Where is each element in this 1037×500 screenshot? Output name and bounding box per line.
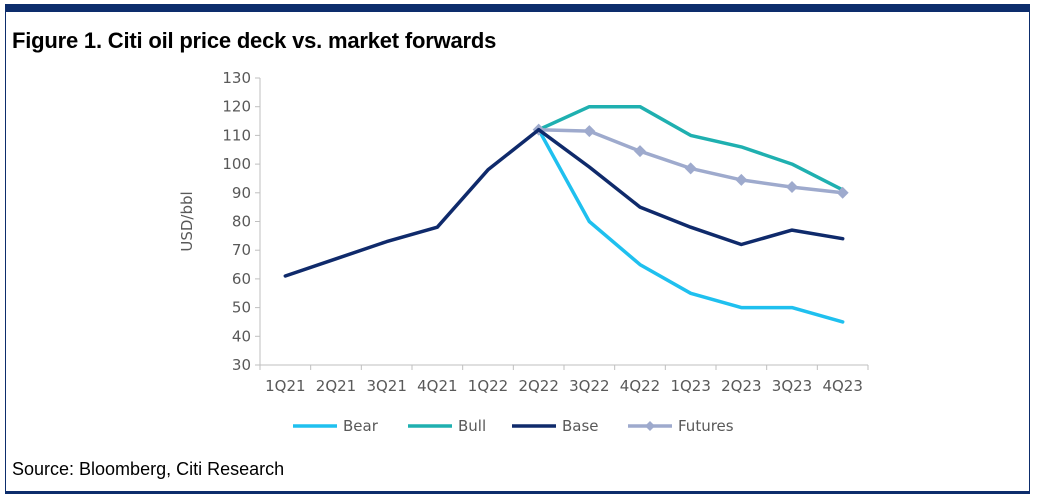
futures-data-point [786, 181, 798, 194]
x-tick-label: 3Q22 [569, 377, 609, 395]
x-tick-label: 2Q23 [721, 377, 761, 395]
x-tick-label: 1Q22 [468, 377, 508, 395]
y-tick-label: 130 [222, 69, 251, 87]
x-tick-label: 1Q23 [670, 377, 710, 395]
y-tick-label: 120 [222, 98, 251, 116]
futures-data-point [634, 145, 646, 158]
futures-data-point [583, 125, 596, 138]
x-tick-label: 4Q21 [417, 377, 457, 395]
history-series-line [283, 127, 541, 278]
y-tick-label: 80 [232, 213, 251, 231]
base-legend-label: Base [562, 417, 599, 435]
y-tick-label: 30 [232, 356, 251, 374]
chart-axes: 30 40 50 60 70 80 90 100 110 120 130 USD/bbl 1Q21 2Q2… [178, 69, 869, 395]
futures-legend-label: Futures [678, 417, 734, 435]
bull-series-line [536, 104, 845, 192]
figure-frame [5, 4, 1030, 494]
x-tick-label: 2Q22 [518, 377, 558, 395]
y-tick-label: 70 [232, 241, 251, 259]
futures-data-point [836, 186, 849, 199]
y-tick-label: 50 [232, 299, 251, 317]
bear-series-line [536, 127, 845, 324]
chart-series [283, 104, 849, 324]
y-tick-label: 60 [232, 270, 251, 288]
y-tick-label: 100 [222, 155, 251, 173]
futures-legend-marker [645, 421, 655, 431]
bull-legend-label: Bull [458, 417, 486, 435]
futures-data-point [684, 162, 697, 175]
x-tick-label: 4Q23 [822, 377, 862, 395]
x-tick-label: 2Q21 [316, 377, 356, 395]
x-tick-label: 3Q21 [366, 377, 406, 395]
x-tick-label: 3Q23 [772, 377, 812, 395]
y-axis-title: USD/bbl [178, 191, 196, 251]
chart-legend: Bear Bull Base Futures [293, 417, 734, 435]
base-series-line [536, 127, 845, 247]
x-tick-label: 1Q21 [265, 377, 305, 395]
figure-source: Source: Bloomberg, Citi Research [12, 459, 285, 479]
figure-title: Figure 1. Citi oil price deck vs. market… [12, 28, 497, 53]
figure-top-bar [6, 4, 1029, 12]
futures-data-point [735, 173, 748, 186]
y-tick-label: 90 [232, 184, 251, 202]
y-tick-label: 110 [222, 126, 251, 144]
x-tick-label: 4Q22 [620, 377, 660, 395]
y-tick-label: 40 [232, 327, 251, 345]
bear-legend-label: Bear [343, 417, 379, 435]
